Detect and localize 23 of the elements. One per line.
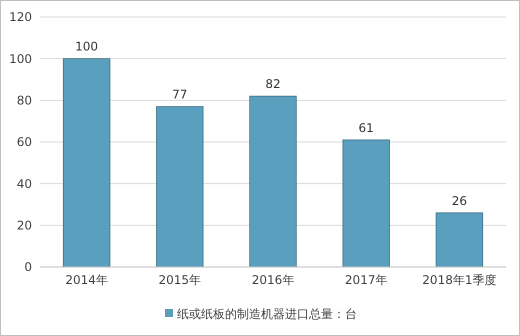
x-tick-label: 2016年 xyxy=(252,273,294,287)
bar xyxy=(436,212,484,268)
bar xyxy=(342,140,390,268)
data-label: 100 xyxy=(75,40,98,54)
data-label: 77 xyxy=(172,88,188,102)
data-label: 61 xyxy=(358,120,374,135)
data-label: 26 xyxy=(452,194,468,208)
x-tick-label: 2018年1季度 xyxy=(422,273,496,287)
y-tick-label: 20 xyxy=(16,218,32,233)
y-tick-label: 40 xyxy=(16,176,32,191)
x-tick-label: 2014年 xyxy=(65,273,108,287)
y-tick-label: 0 xyxy=(24,260,32,274)
y-tick-label: 60 xyxy=(16,135,32,150)
bar xyxy=(249,96,297,268)
bar xyxy=(156,106,204,268)
bar xyxy=(62,58,110,268)
y-tick-label: 80 xyxy=(16,94,32,108)
legend-label: 纸或纸板的制造机器进口总量：台 xyxy=(177,307,357,322)
x-tick-label: 2017年 xyxy=(344,273,388,287)
data-label: 82 xyxy=(265,77,281,92)
x-tick-label: 2015年 xyxy=(158,273,202,287)
y-tick-label: 100 xyxy=(9,52,32,66)
y-tick-label: 120 xyxy=(9,10,32,24)
